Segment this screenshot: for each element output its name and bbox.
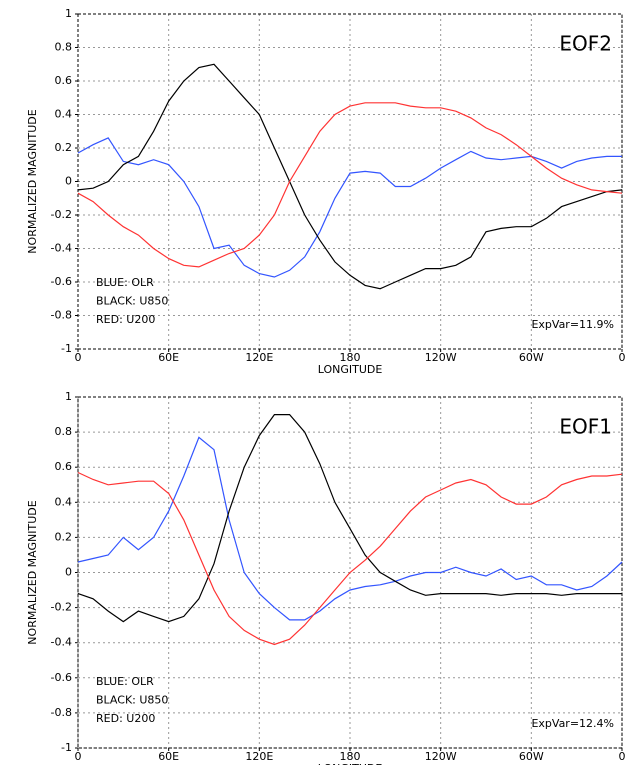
x-tick-label: 120W	[425, 750, 457, 763]
y-tick-label: 1	[65, 390, 72, 403]
panel-label: EOF2	[559, 32, 612, 56]
x-tick-label: 0	[75, 750, 82, 763]
y-tick-label: -0.4	[51, 636, 72, 649]
x-axis-label: LONGITUDE	[318, 762, 383, 765]
series-line	[77, 137, 622, 278]
legend-entry: BLACK: U850	[96, 694, 168, 707]
y-tick-label: -0.2	[51, 208, 72, 221]
y-tick-label: 0.8	[55, 41, 73, 54]
y-tick-label: 0.2	[55, 141, 73, 154]
expvar-annotation: ExpVar=11.9%	[531, 318, 614, 331]
x-tick-label: 60W	[519, 351, 544, 364]
x-tick-label: 120E	[245, 351, 273, 364]
x-tick-label: 60E	[158, 750, 179, 763]
y-tick-label: 0.4	[55, 495, 73, 508]
y-tick-label: 0.4	[55, 108, 73, 121]
expvar-annotation: ExpVar=12.4%	[531, 717, 614, 730]
y-tick-label: -0.6	[51, 671, 72, 684]
series-line	[77, 63, 623, 290]
plot-frame	[77, 396, 623, 749]
y-tick-label: -0.8	[51, 309, 72, 322]
y-tick-label: 0.8	[55, 425, 73, 438]
y-tick-label: -0.8	[51, 706, 72, 719]
x-tick-label: 0	[619, 351, 626, 364]
x-tick-label: 180	[340, 750, 361, 763]
x-tick-label: 120W	[425, 351, 457, 364]
y-tick-label: 0	[65, 566, 72, 579]
x-tick-label: 0	[75, 351, 82, 364]
plot-frame	[77, 13, 623, 350]
series-line	[77, 436, 623, 621]
x-tick-label: 120E	[245, 750, 273, 763]
legend-entry: BLACK: U850	[96, 295, 168, 308]
legend-entry: RED: U200	[96, 712, 155, 725]
y-axis-label: NORMALIZED MAGNITUDE	[26, 109, 39, 253]
y-tick-label: 0	[65, 175, 72, 188]
y-tick-label: -0.4	[51, 242, 72, 255]
y-tick-label: -0.6	[51, 275, 72, 288]
y-tick-label: -1	[61, 741, 72, 754]
y-tick-label: 1	[65, 7, 72, 20]
series-line	[77, 102, 623, 268]
y-tick-label: -1	[61, 342, 72, 355]
x-tick-label: 60W	[519, 750, 544, 763]
x-tick-label: 180	[340, 351, 361, 364]
y-axis-label: NORMALIZED MAGNITUDE	[26, 500, 39, 644]
legend-entry: BLUE: OLR	[96, 276, 154, 289]
legend-entry: BLUE: OLR	[96, 675, 154, 688]
series-line	[77, 414, 622, 623]
y-tick-label: 0.6	[55, 74, 73, 87]
series-line	[77, 471, 623, 646]
x-axis-label: LONGITUDE	[318, 363, 383, 376]
y-tick-label: 0.2	[55, 530, 73, 543]
x-tick-label: 0	[619, 750, 626, 763]
y-tick-label: 0.6	[55, 460, 73, 473]
y-tick-label: -0.2	[51, 601, 72, 614]
legend-entry: RED: U200	[96, 313, 155, 326]
panel-label: EOF1	[559, 415, 612, 439]
x-tick-label: 60E	[158, 351, 179, 364]
